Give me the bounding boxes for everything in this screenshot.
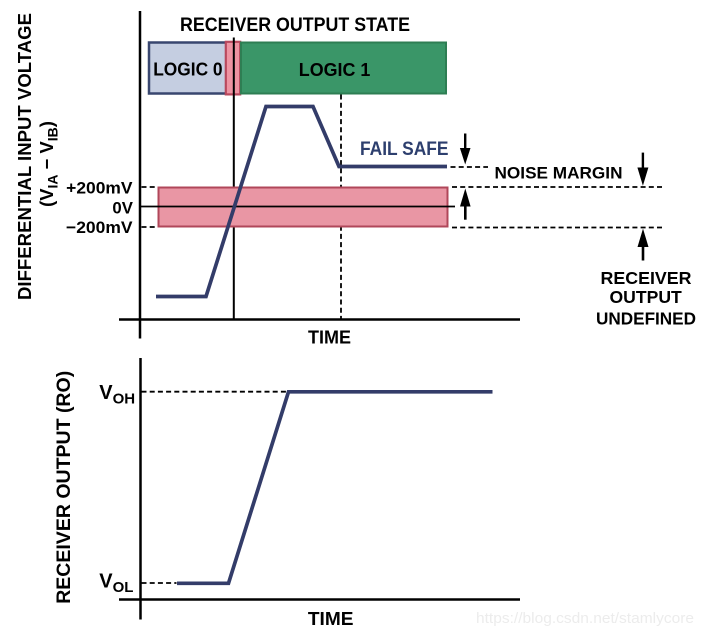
svg-text:−200mV: −200mV bbox=[66, 218, 133, 237]
svg-text:LOGIC 0: LOGIC 0 bbox=[153, 59, 222, 80]
svg-text:OUTPUT: OUTPUT bbox=[610, 287, 683, 307]
svg-text:RECEIVER: RECEIVER bbox=[601, 268, 692, 288]
svg-text:https://blog.csdn.net/stamlyco: https://blog.csdn.net/stamlycore bbox=[476, 610, 694, 627]
svg-text:+200mV: +200mV bbox=[66, 178, 133, 197]
svg-text:FAIL SAFE: FAIL SAFE bbox=[360, 139, 449, 160]
svg-text:NOISE MARGIN: NOISE MARGIN bbox=[495, 163, 623, 182]
svg-text:TIME: TIME bbox=[308, 608, 354, 629]
svg-text:TIME: TIME bbox=[308, 327, 351, 348]
svg-text:DIFFERENTIAL INPUT VOLTAGE: DIFFERENTIAL INPUT VOLTAGE bbox=[14, 13, 35, 300]
svg-text:RECEIVER OUTPUT (RO): RECEIVER OUTPUT (RO) bbox=[53, 371, 75, 604]
svg-text:RECEIVER OUTPUT STATE: RECEIVER OUTPUT STATE bbox=[180, 15, 410, 36]
svg-text:(VIA − VIB): (VIA − VIB) bbox=[36, 121, 61, 207]
svg-text:0V: 0V bbox=[112, 198, 133, 217]
svg-text:UNDEFINED: UNDEFINED bbox=[596, 308, 696, 328]
svg-text:LOGIC 1: LOGIC 1 bbox=[299, 59, 371, 80]
